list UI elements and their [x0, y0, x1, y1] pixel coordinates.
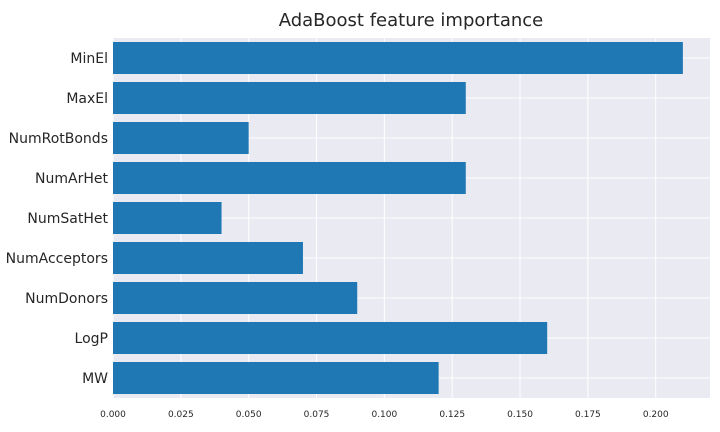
- x-tick-label: 0.100: [371, 410, 397, 420]
- bar-numdonors: [113, 282, 358, 314]
- y-tick-label: NumArHet: [35, 171, 108, 187]
- y-tick-label: NumAcceptors: [6, 251, 108, 267]
- x-tick-label: 0.050: [236, 410, 262, 420]
- x-tick-label: 0.150: [507, 410, 533, 420]
- x-tick-label: 0.200: [643, 410, 669, 420]
- x-tick-label: 0.075: [304, 410, 330, 420]
- bar-logp: [113, 322, 548, 354]
- bar-numacceptors: [113, 242, 303, 274]
- x-tick-label: 0.025: [168, 410, 194, 420]
- x-tick-label: 0.175: [575, 410, 601, 420]
- y-tick-label: NumDonors: [25, 291, 108, 307]
- y-tick-label: NumSatHet: [27, 211, 108, 227]
- bar-numsathet: [113, 202, 222, 234]
- y-tick-labels: MW LogP NumDonors NumAcceptors NumSatHet NumA…: [6, 51, 109, 387]
- y-tick-label: MaxEl: [66, 91, 108, 107]
- bar-minel: [113, 42, 683, 74]
- x-tick-labels: 0.000 0.025 0.050 0.075 0.100 0.125 0.150 0.175…: [100, 410, 669, 420]
- y-tick-label: MinEl: [70, 51, 108, 67]
- y-tick-label: MW: [82, 371, 108, 387]
- bars-group: [113, 42, 683, 394]
- x-tick-label: 0.125: [439, 410, 465, 420]
- chart-title: AdaBoost feature importance: [279, 10, 544, 31]
- bar-numrotbonds: [113, 122, 249, 154]
- y-tick-label: NumRotBonds: [9, 131, 108, 147]
- bar-maxel: [113, 82, 466, 114]
- y-tick-label: LogP: [75, 331, 108, 347]
- bar-mw: [113, 362, 439, 394]
- bar-numarhet: [113, 162, 466, 194]
- x-tick-label: 0.000: [100, 410, 126, 420]
